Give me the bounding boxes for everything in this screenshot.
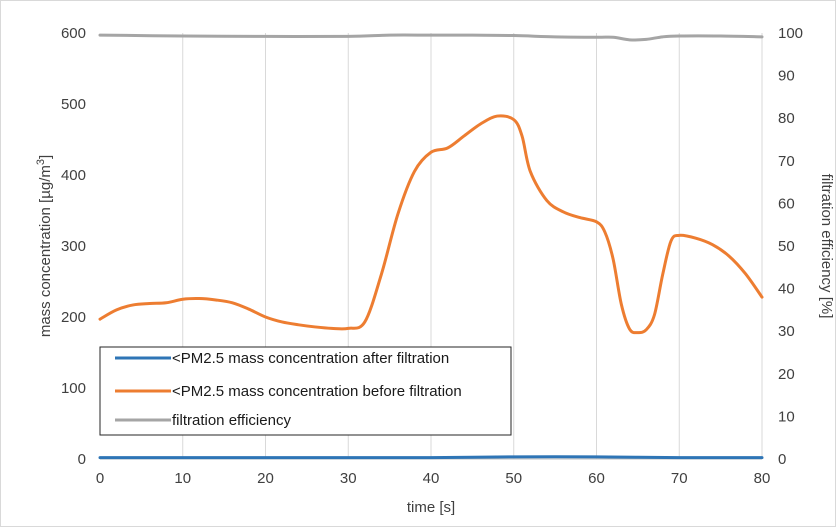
y-left-tick-label-200: 200	[61, 309, 86, 326]
y-left-tick-label-100: 100	[61, 380, 86, 397]
series-line-before-filtration	[98, 114, 764, 335]
y-left-tick-label-500: 500	[61, 96, 86, 113]
series-lines	[98, 33, 764, 460]
y-axis-left-label: mass concentration [µg/m3]	[35, 155, 54, 337]
x-tick-label-20: 20	[257, 470, 274, 487]
y-axis-right-label: filtration efficiency [%]	[818, 174, 835, 319]
y-right-tick-label-80: 80	[778, 110, 795, 127]
x-tick-label-70: 70	[671, 470, 688, 487]
y-left-tick-label-600: 600	[61, 25, 86, 42]
legend-label-after-filtration: <PM2.5 mass concentration after filtrati…	[172, 350, 449, 367]
y-left-tick-label-400: 400	[61, 167, 86, 184]
x-tick-label-30: 30	[340, 470, 357, 487]
y-left-tick-label-300: 300	[61, 238, 86, 255]
legend-label-filtration-efficiency: filtration efficiency	[172, 412, 291, 429]
axes: 0 10 20 30 40 50 60 70 80 0 100 200 300 400 500 600 0 10 2…	[61, 25, 803, 487]
y-right-tick-label-50: 50	[778, 238, 795, 255]
y-right-tick-label-40: 40	[778, 281, 795, 298]
y-right-tick-label-100: 100	[778, 25, 803, 42]
y-right-tick-label-30: 30	[778, 323, 795, 340]
y-right-tick-label-20: 20	[778, 366, 795, 383]
y-left-tick-label-0: 0	[78, 451, 86, 468]
y-axis-left-label-main: mass concentration [µg/m	[37, 165, 54, 337]
legend-label-before-filtration: <PM2.5 mass concentration before filtrat…	[172, 383, 462, 400]
y-axis-left-label-superscript: 3	[35, 159, 47, 165]
y-axis-left-label-suffix: ]	[37, 155, 54, 159]
x-tick-label-80: 80	[754, 470, 771, 487]
x-tick-label-0: 0	[96, 470, 104, 487]
series-line-filtration-efficiency	[98, 33, 764, 42]
x-tick-label-60: 60	[588, 470, 605, 487]
y-right-tick-label-10: 10	[778, 408, 795, 425]
x-tick-label-40: 40	[423, 470, 440, 487]
y-right-tick-label-90: 90	[778, 68, 795, 85]
x-tick-label-10: 10	[174, 470, 191, 487]
y-right-tick-label-0: 0	[778, 451, 786, 468]
gridlines	[182, 33, 763, 459]
y-right-tick-label-70: 70	[778, 153, 795, 170]
x-axis-label: time [s]	[407, 499, 455, 516]
series-line-after-filtration	[98, 455, 764, 460]
x-tick-label-50: 50	[505, 470, 522, 487]
y-right-tick-label-60: 60	[778, 195, 795, 212]
legend: <PM2.5 mass concentration after filtrati…	[99, 346, 512, 436]
